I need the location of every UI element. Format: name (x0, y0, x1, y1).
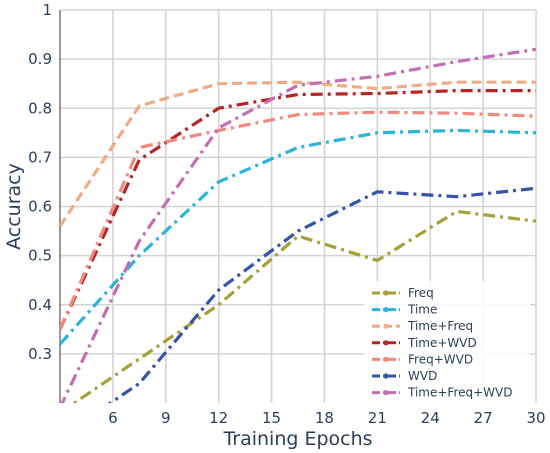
y-tick-label: 0.9 (28, 50, 52, 68)
legend-marker (383, 307, 389, 313)
y-tick-label: 1 (42, 1, 52, 19)
x-tick-label: 30 (526, 409, 545, 427)
legend-marker (383, 390, 389, 396)
y-axis-label: Accuracy (3, 163, 25, 250)
x-tick-label: 27 (474, 409, 493, 427)
series-line (60, 80, 536, 228)
y-tick-label: 0.6 (28, 198, 52, 216)
x-tick-label: 9 (161, 409, 171, 427)
y-tick-label: 0.5 (28, 247, 52, 265)
series-line (60, 110, 536, 330)
series-line (107, 186, 536, 403)
x-tick-label: 24 (421, 409, 440, 427)
legend-label: Time+Freq+WVD (407, 386, 513, 400)
legend-label: Time+Freq (407, 319, 473, 333)
x-tick-label: 12 (209, 409, 228, 427)
legend-label: Time (407, 303, 437, 317)
legend-marker (383, 340, 389, 346)
legend-label: Time+WVD (407, 336, 477, 350)
y-tick-label: 0.8 (28, 99, 52, 117)
x-tick-label: 6 (108, 409, 118, 427)
x-tick-label: 15 (262, 409, 281, 427)
series-layer (60, 47, 536, 403)
y-tick-label: 0.3 (28, 345, 52, 363)
x-tick-label: 18 (315, 409, 334, 427)
x-tick-label: 21 (368, 409, 387, 427)
legend: Freq Time Time+Freq Time+WVD Freq+WVD WVD Time… (364, 281, 530, 406)
legend-marker (383, 290, 389, 296)
legend-marker (383, 356, 389, 362)
legend-marker (383, 373, 389, 379)
legend-label: WVD (408, 369, 437, 383)
x-axis-label: Training Epochs (222, 428, 372, 450)
series-line (60, 47, 536, 403)
axes: 6 9 12 15 18 21 24 27 30 0.3 0.4 0.5 0.6 0.7 0.8 0.9 1 (28, 1, 545, 427)
series-line (60, 128, 536, 346)
y-tick-label: 0.7 (28, 148, 52, 166)
y-tick-label: 0.4 (28, 296, 52, 314)
legend-label: Freq+WVD (408, 352, 473, 366)
legend-label: Freq (408, 286, 434, 300)
legend-marker (383, 323, 389, 329)
